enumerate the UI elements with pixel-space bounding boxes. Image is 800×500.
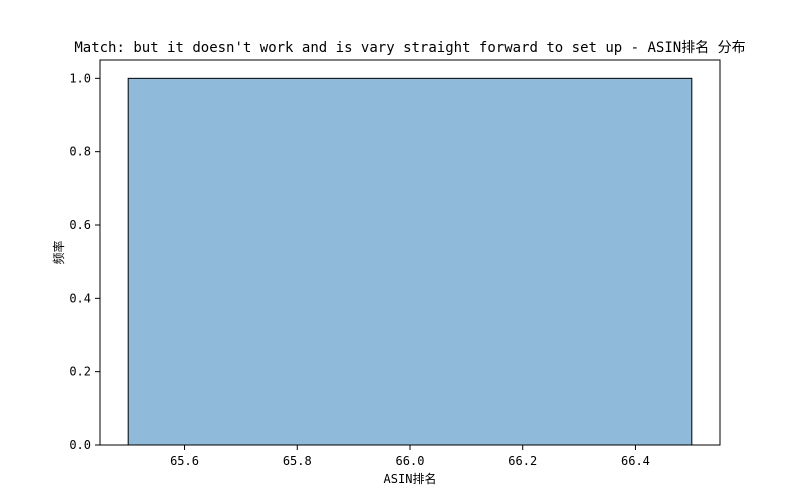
y-tick-label-2: 0.4: [69, 291, 91, 305]
y-tick-label-5: 1.0: [69, 71, 91, 85]
x-axis: 65.6 65.8 66.0 66.2 66.4: [170, 445, 650, 468]
x-tick-label-0: 65.6: [170, 454, 199, 468]
y-tick-label-4: 0.8: [69, 145, 91, 159]
x-tick-label-4: 66.4: [621, 454, 650, 468]
y-axis-label: 频率: [51, 240, 66, 264]
y-axis: 0.0 0.2 0.4 0.6 0.8 1.0: [69, 71, 100, 452]
x-axis-label: ASIN排名: [384, 471, 437, 486]
plot-area: [127, 77, 693, 446]
y-tick-label-0: 0.0: [69, 438, 91, 452]
x-tick-label-2: 66.0: [396, 454, 425, 468]
x-tick-label-3: 66.2: [508, 454, 537, 468]
y-tick-label-1: 0.2: [69, 365, 91, 379]
chart-title: Match: but it doesn't work and is vary s…: [74, 40, 745, 56]
y-tick-label-3: 0.6: [69, 218, 91, 232]
x-tick-label-1: 65.8: [283, 454, 312, 468]
histogram-bar-0: [127, 77, 693, 446]
